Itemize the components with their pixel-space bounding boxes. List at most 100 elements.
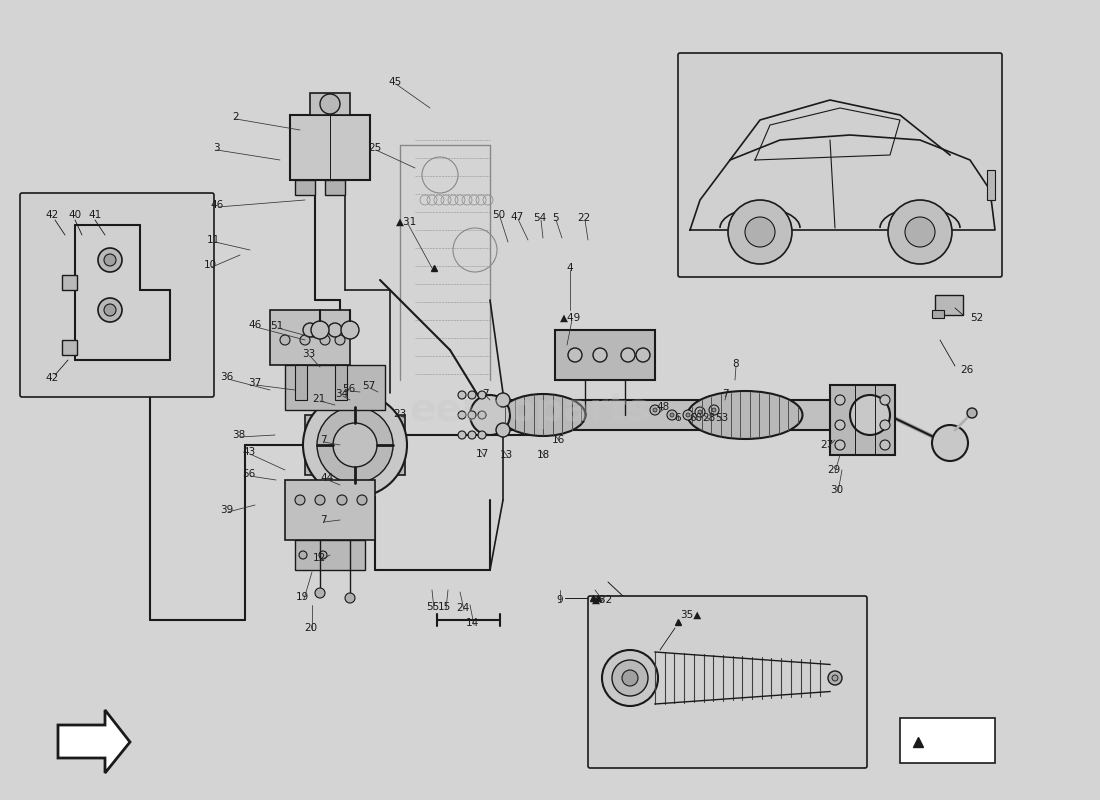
Polygon shape bbox=[58, 710, 130, 773]
Text: 28: 28 bbox=[702, 413, 715, 423]
Circle shape bbox=[728, 200, 792, 264]
Circle shape bbox=[828, 671, 842, 685]
Text: 4: 4 bbox=[566, 263, 573, 273]
Bar bbox=[62, 340, 77, 355]
Circle shape bbox=[650, 405, 660, 415]
Circle shape bbox=[835, 395, 845, 405]
Text: 7: 7 bbox=[722, 389, 728, 399]
Text: 36: 36 bbox=[220, 372, 233, 382]
Circle shape bbox=[295, 495, 305, 505]
Text: 9: 9 bbox=[556, 595, 562, 605]
Circle shape bbox=[458, 391, 466, 399]
Text: 45: 45 bbox=[388, 77, 401, 87]
Circle shape bbox=[593, 348, 607, 362]
Text: 35▲: 35▲ bbox=[680, 610, 702, 620]
Circle shape bbox=[478, 391, 486, 399]
Text: 30: 30 bbox=[830, 485, 843, 495]
Circle shape bbox=[280, 335, 290, 345]
Circle shape bbox=[468, 391, 476, 399]
Text: = 1: = 1 bbox=[935, 735, 956, 749]
Circle shape bbox=[745, 217, 776, 247]
Circle shape bbox=[695, 407, 705, 417]
Text: 29: 29 bbox=[827, 465, 840, 475]
Text: 56: 56 bbox=[242, 469, 255, 479]
Bar bbox=[285, 480, 375, 540]
Text: 37: 37 bbox=[248, 378, 262, 388]
Bar bbox=[62, 275, 77, 290]
Bar bbox=[336, 365, 346, 400]
Text: 42: 42 bbox=[45, 210, 58, 220]
Text: 57: 57 bbox=[362, 381, 375, 391]
Text: 10: 10 bbox=[204, 260, 217, 270]
Circle shape bbox=[341, 321, 359, 339]
Circle shape bbox=[880, 395, 890, 405]
Circle shape bbox=[850, 395, 890, 435]
Text: 56: 56 bbox=[342, 384, 355, 394]
Circle shape bbox=[345, 593, 355, 603]
Text: 44: 44 bbox=[320, 473, 333, 483]
Circle shape bbox=[636, 348, 650, 362]
Text: 38: 38 bbox=[232, 430, 245, 440]
Bar bbox=[295, 540, 365, 570]
Text: 19: 19 bbox=[296, 592, 309, 602]
Circle shape bbox=[712, 408, 716, 412]
Circle shape bbox=[98, 248, 122, 272]
Text: 16: 16 bbox=[552, 435, 565, 445]
Circle shape bbox=[458, 411, 466, 419]
Text: 48: 48 bbox=[656, 402, 669, 412]
Circle shape bbox=[337, 495, 346, 505]
Text: 54: 54 bbox=[534, 213, 547, 223]
Text: 14: 14 bbox=[466, 618, 480, 628]
Circle shape bbox=[670, 413, 674, 417]
Text: 5: 5 bbox=[552, 213, 559, 223]
Text: 2: 2 bbox=[232, 112, 239, 122]
Bar bbox=[830, 385, 895, 455]
Circle shape bbox=[311, 321, 329, 339]
Bar bbox=[932, 310, 944, 318]
Circle shape bbox=[710, 405, 719, 415]
Circle shape bbox=[880, 440, 890, 450]
Circle shape bbox=[880, 420, 890, 430]
Text: 12: 12 bbox=[314, 553, 327, 563]
Bar bbox=[935, 295, 962, 315]
Text: 7: 7 bbox=[320, 515, 327, 525]
Circle shape bbox=[932, 425, 968, 461]
FancyBboxPatch shape bbox=[678, 53, 1002, 277]
Text: 17: 17 bbox=[476, 449, 490, 459]
Circle shape bbox=[653, 408, 657, 412]
Text: 3: 3 bbox=[213, 143, 220, 153]
Text: 46: 46 bbox=[210, 200, 223, 210]
Text: 23: 23 bbox=[393, 409, 406, 419]
Bar bbox=[556, 330, 654, 380]
Bar bbox=[285, 365, 385, 410]
Text: 7: 7 bbox=[320, 435, 327, 445]
Bar bbox=[290, 115, 370, 180]
FancyBboxPatch shape bbox=[20, 193, 214, 397]
Circle shape bbox=[468, 411, 476, 419]
Circle shape bbox=[621, 348, 635, 362]
Circle shape bbox=[602, 650, 658, 706]
Text: 21: 21 bbox=[312, 394, 326, 404]
Circle shape bbox=[320, 94, 340, 114]
Bar bbox=[987, 170, 996, 200]
Circle shape bbox=[320, 335, 330, 345]
Text: ▲31: ▲31 bbox=[396, 217, 417, 227]
Text: ▲49: ▲49 bbox=[560, 313, 581, 323]
Circle shape bbox=[300, 335, 310, 345]
Circle shape bbox=[621, 670, 638, 686]
Circle shape bbox=[967, 408, 977, 418]
Circle shape bbox=[667, 410, 676, 420]
Circle shape bbox=[568, 348, 582, 362]
Circle shape bbox=[299, 551, 307, 559]
Text: 43: 43 bbox=[242, 447, 255, 457]
Text: 11: 11 bbox=[207, 235, 220, 245]
Circle shape bbox=[888, 200, 952, 264]
Text: 24: 24 bbox=[456, 603, 470, 613]
Bar bbox=[900, 718, 996, 763]
Text: 39: 39 bbox=[220, 505, 233, 515]
Text: 41: 41 bbox=[88, 210, 101, 220]
Text: ▲32: ▲32 bbox=[592, 595, 614, 605]
Text: 25: 25 bbox=[368, 143, 382, 153]
Text: 42: 42 bbox=[45, 373, 58, 383]
Bar bbox=[295, 180, 315, 195]
